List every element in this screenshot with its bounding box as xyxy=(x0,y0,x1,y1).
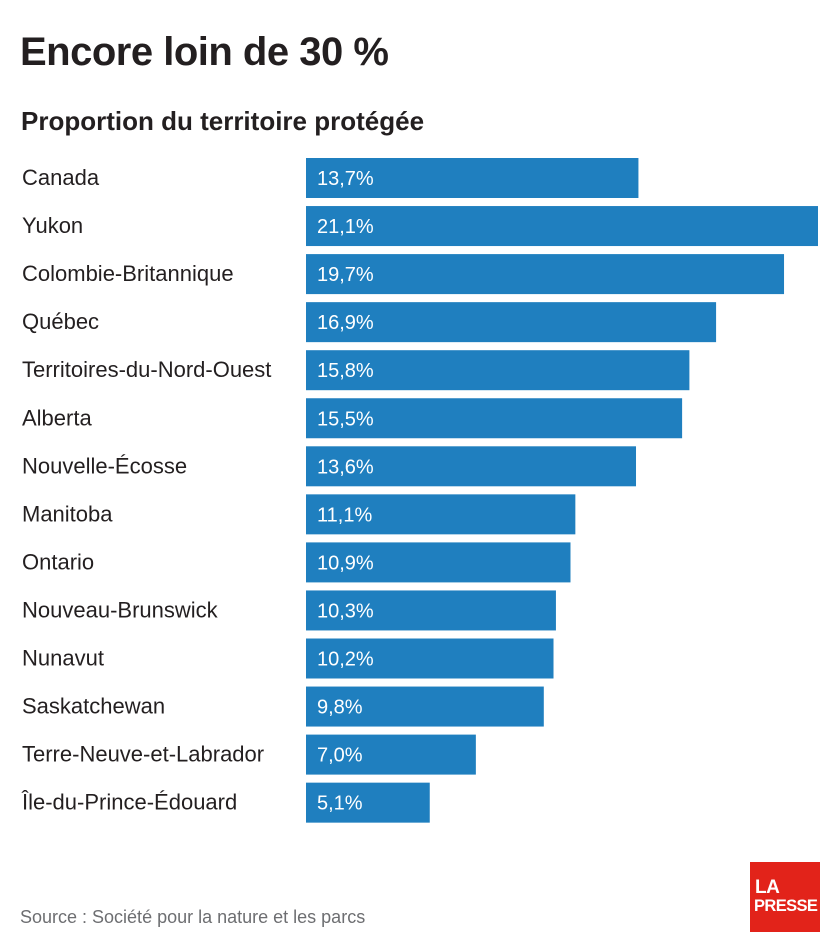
category-label: Nouveau-Brunswick xyxy=(22,597,219,622)
logo-line-2: PRESSE xyxy=(754,897,818,915)
chart-subtitle: Proportion du territoire protégée xyxy=(21,106,425,136)
bar-value-label: 16,9% xyxy=(317,312,374,334)
category-label: Canada xyxy=(22,165,100,190)
chart-title: Encore loin de 30 % xyxy=(20,30,389,74)
bar-value-label: 13,6% xyxy=(317,456,374,478)
logo-line-1: LA xyxy=(755,877,780,898)
source-note: Source : Société pour la nature et les p… xyxy=(20,907,366,927)
bar-value-label: 10,9% xyxy=(317,552,374,574)
category-label: Yukon xyxy=(22,213,83,238)
category-label: Saskatchewan xyxy=(22,694,165,719)
bar-value-label: 5,1% xyxy=(317,793,363,815)
bar-value-label: 10,2% xyxy=(317,649,374,671)
bar-chart: Canada 13,7% Yukon 21,1% Colombie-Britanniqu… xyxy=(21,158,818,823)
bar xyxy=(306,302,717,343)
bar xyxy=(306,206,818,247)
bar xyxy=(306,254,785,295)
bar-value-label: 9,8% xyxy=(317,697,363,719)
bar-value-label: 15,5% xyxy=(317,408,374,430)
category-label: Colombie-Britannique xyxy=(22,261,234,286)
category-label: Territoires-du-Nord-Ouest xyxy=(22,357,271,382)
bar xyxy=(306,638,554,679)
category-label: Ontario xyxy=(22,549,94,574)
bar xyxy=(306,158,639,198)
bar xyxy=(306,494,576,535)
la-presse-logo: LA PRESSE xyxy=(750,862,820,932)
category-label: Nunavut xyxy=(22,646,104,671)
bar-value-label: 21,1% xyxy=(317,216,374,238)
bar-value-label: 11,1% xyxy=(317,504,372,526)
bar xyxy=(306,398,683,439)
category-label: Manitoba xyxy=(22,501,113,526)
bar-value-label: 13,7% xyxy=(317,168,374,190)
bar xyxy=(306,350,690,391)
category-label: Alberta xyxy=(22,405,92,430)
category-label: Québec xyxy=(22,309,99,334)
bar-value-label: 10,3% xyxy=(317,600,374,622)
bar-value-label: 15,8% xyxy=(317,360,374,382)
category-label: Terre-Neuve-et-Labrador xyxy=(22,742,264,767)
category-label: Nouvelle-Écosse xyxy=(22,453,187,478)
category-label: Île-du-Prince-Édouard xyxy=(21,790,237,815)
bar xyxy=(306,686,544,727)
bar xyxy=(306,590,556,631)
bar-value-label: 7,0% xyxy=(317,745,363,767)
bar xyxy=(306,446,637,487)
bar-value-label: 19,7% xyxy=(317,264,374,286)
bar xyxy=(306,734,476,775)
bar xyxy=(306,542,571,583)
bar xyxy=(306,782,430,823)
